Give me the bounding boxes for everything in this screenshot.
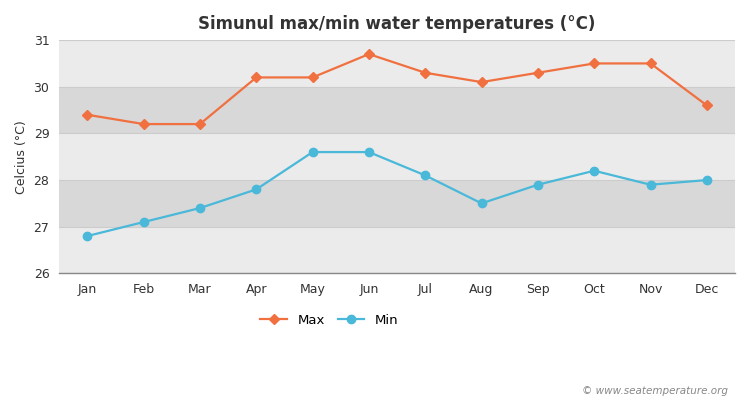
Legend: Max, Min: Max, Min [255, 308, 404, 332]
Title: Simunul max/min water temperatures (°C): Simunul max/min water temperatures (°C) [199, 15, 596, 33]
Bar [59, 134, 735, 180]
Y-axis label: Celcius (°C): Celcius (°C) [15, 120, 28, 194]
Bar [59, 40, 735, 87]
Bar [59, 87, 735, 134]
Text: © www.seatemperature.org: © www.seatemperature.org [581, 386, 728, 396]
Bar [59, 227, 735, 273]
Bar [59, 180, 735, 227]
